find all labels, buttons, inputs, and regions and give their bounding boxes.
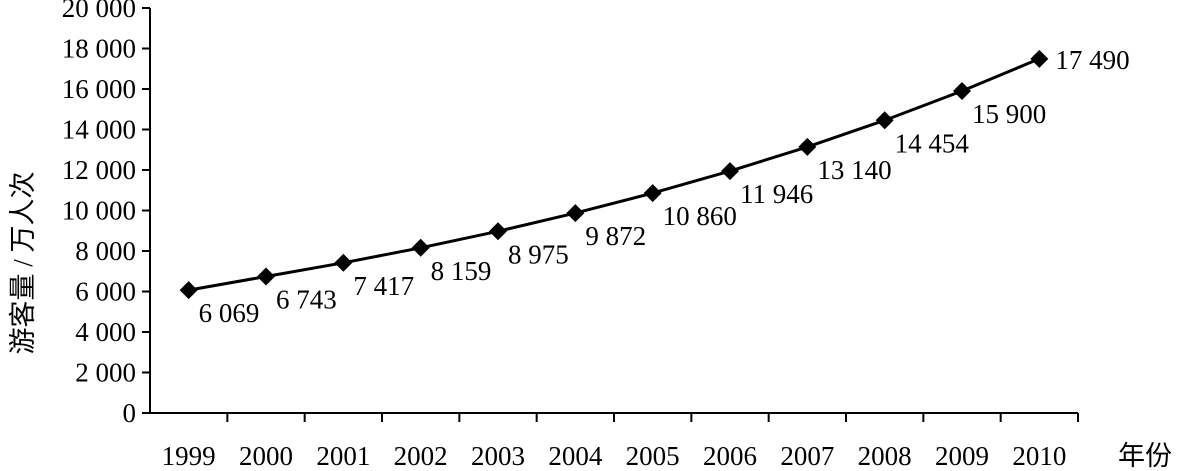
data-point-marker <box>257 267 275 286</box>
data-label: 17 490 <box>1055 45 1129 75</box>
y-tick-label: 6 000 <box>75 277 136 307</box>
data-label: 14 454 <box>895 128 970 158</box>
data-point-marker <box>566 204 585 223</box>
data-label: 7 417 <box>353 271 414 301</box>
x-tick-label: 2006 <box>703 441 757 471</box>
x-axis-title: 年份 <box>1118 441 1172 471</box>
data-label: 15 900 <box>972 99 1046 129</box>
x-axis-ticks: 1999 2000 2001 2002 2003 2004 2005 2006 2007 2008… <box>162 413 1079 471</box>
data-point-marker <box>643 184 662 203</box>
data-point-marker <box>798 137 817 156</box>
data-point-marker <box>411 238 430 257</box>
x-tick-label: 2009 <box>935 441 989 471</box>
data-label: 11 946 <box>740 179 813 209</box>
y-tick-label: 12 000 <box>62 155 136 185</box>
data-point-marker <box>1030 49 1049 68</box>
x-tick-label: 1999 <box>162 441 216 471</box>
data-label: 6 743 <box>276 284 337 314</box>
data-label: 10 860 <box>663 201 737 231</box>
data-label: 8 975 <box>508 239 569 269</box>
data-point-marker <box>953 82 971 101</box>
y-axis-title: 游客量 / 万人次 <box>8 171 38 354</box>
x-tick-label: 2005 <box>626 441 680 471</box>
axes <box>149 8 1078 414</box>
y-tick-label: 10 000 <box>62 196 136 226</box>
y-tick-label: 16 000 <box>62 74 136 104</box>
data-label: 6 069 <box>199 298 260 328</box>
x-tick-label: 2002 <box>394 441 448 471</box>
x-tick-label: 2010 <box>1012 441 1066 471</box>
data-point-marker <box>721 162 739 181</box>
x-tick-label: 2004 <box>548 441 603 471</box>
x-tick-label: 2003 <box>471 441 525 471</box>
data-point-marker <box>489 222 507 241</box>
y-tick-label: 4 000 <box>75 317 136 347</box>
x-tick-label: 2001 <box>316 441 370 471</box>
data-label: 9 872 <box>585 221 646 251</box>
series-group <box>179 49 1049 300</box>
y-tick-label: 2 000 <box>75 358 136 388</box>
data-point-marker <box>179 281 198 300</box>
y-tick-label: 14 000 <box>62 115 136 145</box>
y-tick-label: 18 000 <box>62 34 136 64</box>
x-tick-label: 2008 <box>858 441 912 471</box>
x-tick-label: 2000 <box>239 441 293 471</box>
data-label: 13 140 <box>817 155 891 185</box>
data-point-marker <box>334 253 353 272</box>
y-tick-label: 8 000 <box>75 236 136 266</box>
y-axis-ticks: 0 2 000 4 000 6 000 8 000 10 000 12 000 14 000 1… <box>62 0 150 428</box>
y-tick-label: 0 <box>123 398 137 428</box>
series-line <box>188 57 1040 292</box>
data-label: 8 159 <box>431 256 492 286</box>
y-tick-label: 20 000 <box>62 0 136 23</box>
data-point-marker <box>875 111 894 130</box>
x-tick-label: 2007 <box>780 441 834 471</box>
